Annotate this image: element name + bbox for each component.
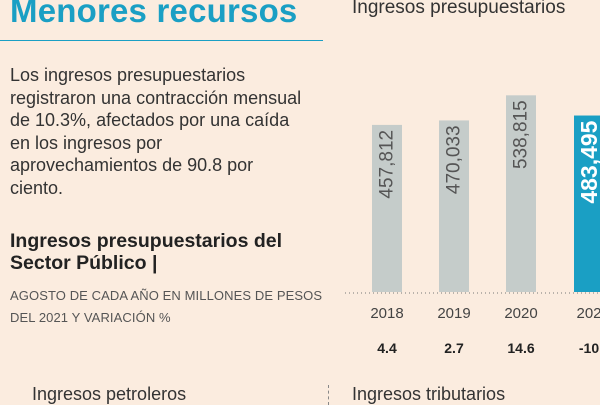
chart-title: Ingresos presupuestarios del Sector Públ…	[10, 230, 283, 274]
bar-value-label: 483,495	[576, 120, 600, 203]
bar-value-label: 538,815	[511, 100, 532, 169]
category-tick-label: 202	[576, 305, 600, 322]
bar-2018	[372, 124, 402, 292]
variation-label: 2.7	[444, 340, 464, 356]
category-tick-label: 2020	[504, 305, 537, 322]
top-panel-title: Ingresos presupuestarios	[352, 0, 566, 18]
headline-rule	[0, 40, 323, 41]
bottom-left-panel-title: Ingresos petroleros	[32, 384, 187, 404]
bars-layer: 457,812 2018 4.4 470,033 2019 2.7 538,815 2020 1…	[370, 95, 600, 356]
bar-2019	[439, 120, 469, 292]
headline: Menores recursos	[10, 0, 298, 29]
panel-divider	[328, 385, 330, 405]
chart-subtitle: AGOSTO DE CADA AÑO EN MILLONES DE PESOS …	[10, 288, 323, 325]
variation-label: -10	[579, 340, 599, 356]
lead-paragraph: Los ingresos presupuestarios registraron…	[10, 65, 302, 198]
variation-label: 14.6	[507, 340, 534, 356]
category-tick-label: 2018	[370, 305, 403, 322]
bottom-right-panel-title: Ingresos tributarios	[352, 384, 506, 404]
category-tick-label: 2019	[437, 305, 470, 322]
bar-202	[574, 115, 600, 292]
variation-label: 4.4	[377, 340, 397, 356]
bar-value-label: 457,812	[377, 130, 398, 199]
bar-value-label: 470,033	[444, 125, 465, 194]
bar-2020	[506, 95, 536, 293]
